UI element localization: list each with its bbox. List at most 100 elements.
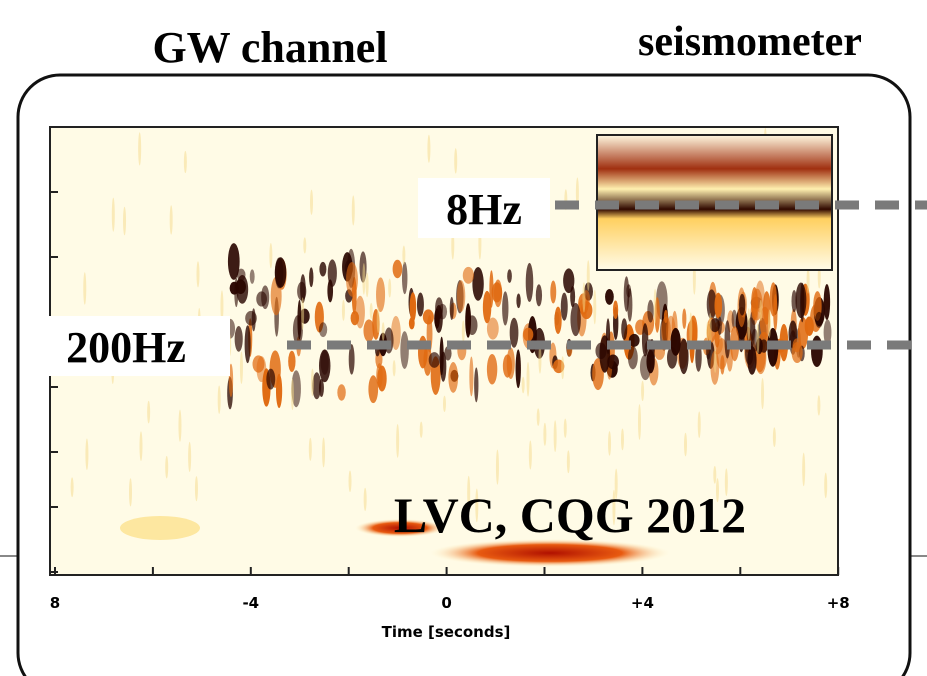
spectrogram-speck <box>312 372 322 400</box>
spectrogram-speck <box>535 284 543 307</box>
spectrogram-speck <box>376 277 386 313</box>
spectrogram-speck <box>392 360 396 377</box>
spectrogram-speck <box>802 452 806 487</box>
spectrogram-speck <box>419 421 423 438</box>
spectrogram-speck <box>713 348 717 373</box>
spectrogram-speck <box>560 292 568 321</box>
spectrogram-speck <box>275 373 283 409</box>
spectrogram-speck <box>586 260 590 291</box>
spectrogram-speck <box>217 385 221 414</box>
spectrogram-speck <box>346 262 358 297</box>
spectrogram-speck <box>670 327 681 356</box>
spectrogram-speck <box>773 294 778 332</box>
spectrogram-speck <box>147 400 151 424</box>
spectrogram-speck <box>384 327 394 354</box>
spectrogram-speck <box>462 266 474 284</box>
spectrogram-speck <box>422 309 434 325</box>
spectrogram-speck <box>348 344 355 375</box>
spectrogram-speck <box>466 315 478 336</box>
spectrogram-speck <box>570 302 581 337</box>
spectrogram-speck <box>661 316 671 346</box>
spectrogram-speck <box>236 268 246 281</box>
spectrogram-speck <box>708 312 712 348</box>
spectrogram-speck <box>454 148 458 174</box>
spectrogram-speck <box>521 376 525 394</box>
spectrogram-speck <box>605 288 614 305</box>
spectrogram-speck <box>627 346 638 370</box>
spectrogram-speck <box>402 245 406 265</box>
spectrogram-speck <box>348 470 352 492</box>
spectrogram-speck <box>123 206 127 236</box>
spectrogram-speck <box>507 269 512 283</box>
spectrogram-speck <box>804 316 814 336</box>
spectrogram-speck <box>368 375 379 404</box>
spectrogram-speck <box>482 290 492 324</box>
left-title: GW channel <box>152 23 387 72</box>
citation: LVC, CQG 2012 <box>394 487 746 543</box>
spectrogram-speck <box>461 320 465 343</box>
spectrogram-speck <box>138 132 142 166</box>
spectrogram-speck <box>684 432 688 457</box>
spectrogram-speck <box>823 284 831 321</box>
spectrogram-speck <box>639 354 651 381</box>
spectrogram-speck <box>795 282 807 319</box>
spectrogram-speck <box>566 450 570 474</box>
spectrogram-speck <box>319 261 327 277</box>
spectrogram-speck <box>653 288 657 324</box>
high-freq-label: 200Hz <box>66 323 186 372</box>
spectrogram-speck <box>628 333 640 347</box>
spectrogram-speck <box>165 455 169 479</box>
spectrogram-speck <box>341 299 345 321</box>
spectrogram-speck <box>526 361 530 397</box>
spectrogram-speck <box>362 263 366 295</box>
spectrogram-speck <box>554 306 562 335</box>
spectrogram-speck <box>486 317 499 340</box>
spectrogram-speck <box>220 290 224 322</box>
spectrogram-speck <box>434 308 440 329</box>
spectrogram-speck <box>486 354 498 385</box>
spectrogram-speck <box>593 289 597 325</box>
spectrogram-speck <box>440 351 447 382</box>
spectrogram-speck <box>489 270 494 308</box>
spectrogram-speck <box>561 356 565 380</box>
spectrogram-speck <box>638 404 642 440</box>
spectrogram-speck <box>327 279 334 303</box>
spectrogram-speck <box>714 292 723 319</box>
spectrogram-speck <box>194 476 198 502</box>
spectrogram-speck <box>626 284 632 298</box>
spectrogram-speck <box>129 478 133 507</box>
spectrogram-speck <box>823 319 832 346</box>
x-tick-label: 0 <box>441 594 451 612</box>
spectrogram-speck <box>759 306 771 339</box>
spectrogram-speck <box>400 331 409 370</box>
spectrogram-speck <box>85 438 89 471</box>
spectrogram-speck <box>695 342 702 372</box>
spectrogram-speck <box>502 354 513 378</box>
spectrogram-speck <box>256 291 267 307</box>
spectrogram-speck <box>169 205 173 235</box>
spectrogram-speck <box>715 478 719 503</box>
spectrogram-speck <box>183 150 187 174</box>
spectrogram-speck <box>309 267 314 288</box>
spectrogram-speck <box>543 422 547 446</box>
spectrogram-speck <box>318 322 328 338</box>
spectrogram-speck <box>350 310 360 326</box>
right-title: seismometer <box>638 19 862 65</box>
spectrogram-speck <box>595 342 607 360</box>
spectrogram-speck <box>388 278 392 298</box>
spectrogram-speck <box>365 272 369 298</box>
spectrogram-speck <box>83 272 87 305</box>
spectrogram-speck <box>234 326 243 352</box>
spectrogram-speck <box>363 487 367 511</box>
spectrogram-speck <box>563 418 567 438</box>
spectrogram-speck <box>647 299 654 323</box>
spectrogram-speck <box>706 321 710 341</box>
spectrogram-speck <box>235 279 246 295</box>
spectrogram-speck <box>428 352 440 368</box>
spectrogram-speck <box>755 280 765 313</box>
spectrogram-speck <box>196 261 200 288</box>
axis-ticks <box>50 126 840 575</box>
spectrogram-speck <box>427 134 431 163</box>
spectrogram-speck <box>538 344 542 374</box>
spectrogram-speck <box>817 395 821 416</box>
